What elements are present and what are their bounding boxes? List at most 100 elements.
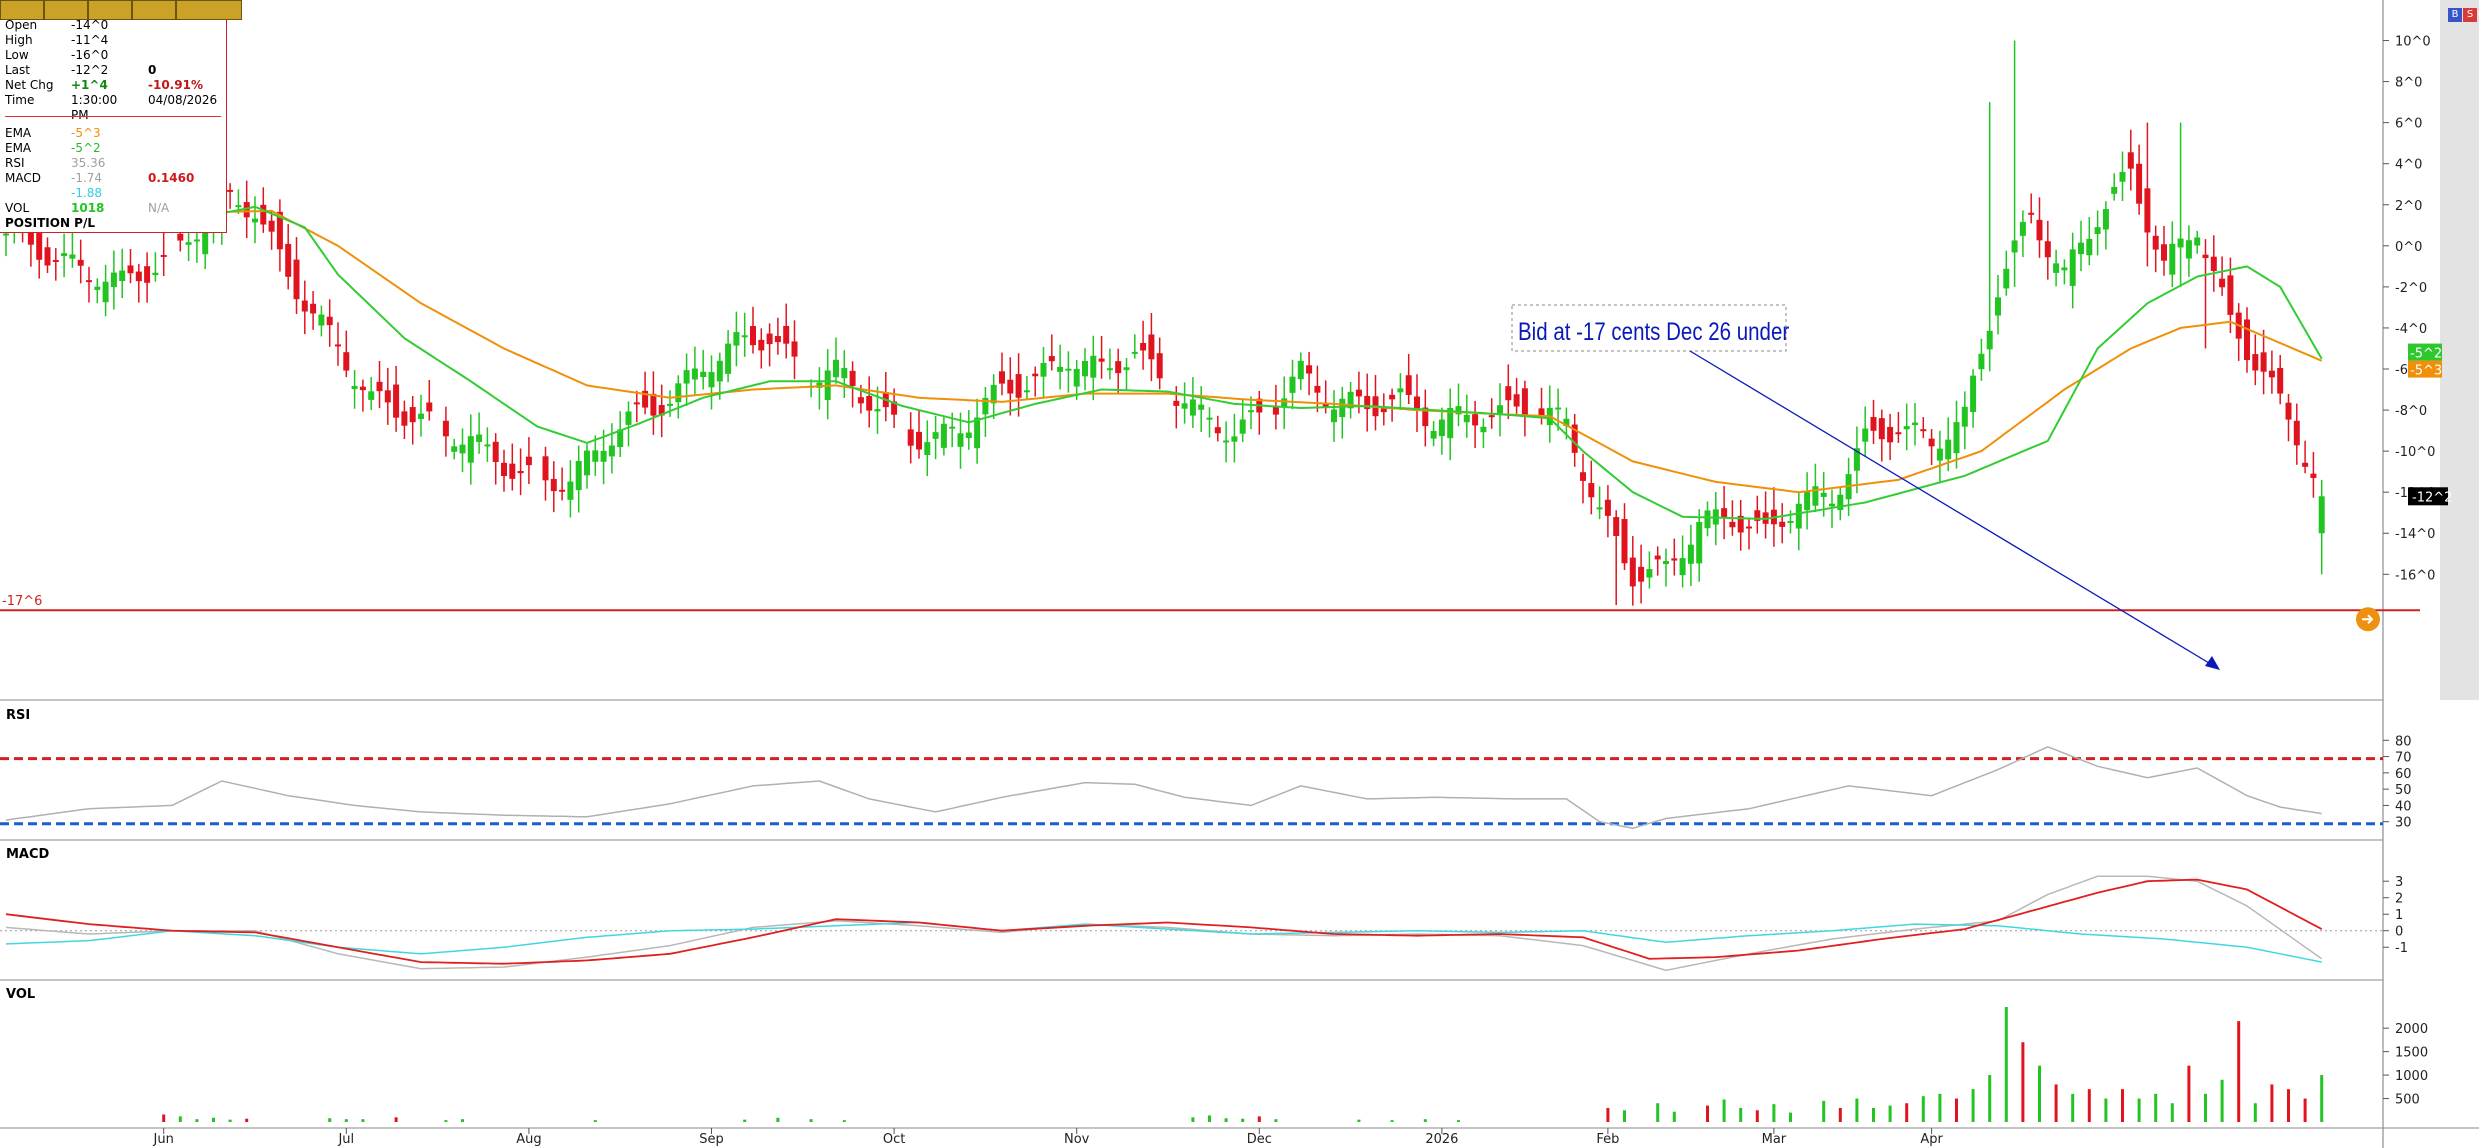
- candle-body: [1721, 508, 1728, 519]
- candle: [849, 361, 856, 408]
- candle: [1936, 430, 1943, 483]
- candle-body: [1555, 407, 1562, 410]
- vol-tick-label: 1500: [2395, 1046, 2428, 1061]
- quote-high-label: High: [5, 33, 33, 47]
- candle: [1057, 344, 1064, 390]
- candle: [1638, 544, 1645, 604]
- candle-body: [750, 326, 756, 346]
- candle-body: [2019, 222, 2026, 236]
- volume-bar: [2154, 1093, 2158, 1122]
- ema-fast-badge-bg: [2408, 343, 2442, 361]
- rsi-tick-label: 40: [2395, 799, 2412, 814]
- candle: [833, 337, 839, 384]
- candle-body: [1820, 492, 1827, 497]
- candle-body: [335, 344, 341, 347]
- price-tick-label: 4^0: [2395, 158, 2422, 173]
- volume-bar: [2038, 1065, 2041, 1122]
- candle-body: [1679, 558, 1686, 576]
- candle: [1082, 348, 1088, 391]
- candle-body: [235, 205, 242, 208]
- candle: [293, 237, 300, 315]
- candle-body: [949, 426, 956, 429]
- x-tick-label: Nov: [1064, 1132, 1090, 1147]
- candle: [1970, 369, 1977, 428]
- candle: [750, 306, 756, 354]
- toolbar-button-2[interactable]: [44, 0, 88, 20]
- candle-body: [1057, 366, 1064, 372]
- quote-time-value: 1:30:00 PM: [71, 93, 118, 122]
- candle-body: [2185, 240, 2192, 259]
- candle: [1364, 373, 1371, 432]
- volume-bar: [1672, 1111, 1676, 1122]
- candle-body: [1638, 566, 1645, 582]
- candle-body: [418, 413, 424, 419]
- quote-netchg-row: Net Chg +1^4 -10.91%: [5, 78, 203, 93]
- candle-body: [160, 254, 167, 257]
- candle-body: [2285, 402, 2292, 420]
- candle: [442, 406, 449, 457]
- candle-body: [1289, 376, 1296, 393]
- toolbar-button-5[interactable]: [176, 0, 242, 20]
- candle-body: [1438, 419, 1445, 437]
- quote-vol-value: 1018: [71, 201, 105, 215]
- candle-body: [1173, 400, 1180, 406]
- candle-body: [343, 352, 350, 371]
- candle: [2136, 144, 2143, 215]
- candle-body: [2219, 278, 2226, 288]
- candle-body: [1853, 448, 1860, 471]
- candle-body: [2111, 186, 2118, 194]
- candle-body: [476, 434, 483, 443]
- volume-bar: [1706, 1105, 1709, 1122]
- candle-body: [3, 233, 9, 236]
- candle: [1654, 546, 1661, 576]
- candle: [2094, 210, 2101, 256]
- candle: [774, 317, 781, 355]
- toolbar-button-4[interactable]: [132, 0, 176, 20]
- candle: [1571, 414, 1578, 467]
- rsi-tick-label: 70: [2395, 751, 2412, 766]
- candle-body: [94, 286, 101, 290]
- candle-body: [2302, 462, 2309, 467]
- candle-body: [1862, 428, 1869, 442]
- candle-body: [1306, 365, 1313, 374]
- toolbar-button-1[interactable]: [0, 0, 44, 20]
- candle-body: [982, 397, 989, 415]
- sell-button[interactable]: S: [2463, 8, 2477, 22]
- candle: [384, 367, 391, 425]
- volume-bar: [1457, 1120, 1460, 1122]
- quote-ema1-row: EMA -5^3: [5, 126, 101, 141]
- buy-button[interactable]: B: [2448, 8, 2462, 22]
- candle: [1380, 393, 1387, 426]
- candle-body: [1463, 414, 1470, 423]
- candle-body: [69, 254, 76, 259]
- candle-body: [1314, 385, 1321, 393]
- candle-body: [2177, 238, 2184, 248]
- candle: [783, 303, 790, 359]
- x-tick-label: Aug: [516, 1132, 541, 1147]
- candle: [2152, 225, 2159, 273]
- right-scroll-track: [2440, 0, 2479, 700]
- candle: [708, 355, 715, 410]
- candle: [1853, 426, 1860, 494]
- quote-signal-row: -1.88: [5, 186, 102, 201]
- candle-body: [442, 420, 449, 437]
- candle-body: [999, 371, 1005, 384]
- candle: [2069, 232, 2076, 309]
- candle: [1663, 548, 1669, 587]
- candle-body: [359, 386, 366, 391]
- ema-lines: [5, 205, 2323, 520]
- candle-body: [318, 314, 325, 326]
- toolbar-button-3[interactable]: [88, 0, 132, 20]
- candle: [642, 371, 649, 415]
- candle-body: [1472, 414, 1479, 426]
- candle: [2318, 479, 2325, 575]
- candle: [525, 437, 532, 485]
- candle: [1613, 510, 1620, 606]
- candle: [1223, 421, 1230, 463]
- candle-body: [1837, 494, 1844, 511]
- volume-bar: [1623, 1110, 1626, 1122]
- candle-body: [1189, 399, 1196, 416]
- candle: [1422, 389, 1429, 447]
- volume-bar: [1357, 1119, 1361, 1122]
